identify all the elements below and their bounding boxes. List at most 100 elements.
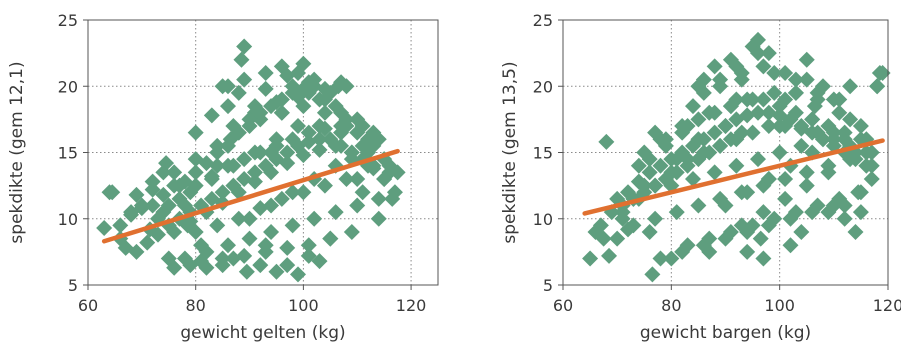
scatter-point [166, 259, 183, 276]
scatter-point [652, 250, 669, 267]
scatter-point [690, 111, 707, 128]
scatter-point [214, 250, 231, 267]
scatter-point [668, 204, 685, 221]
scatter-point [370, 210, 387, 227]
y-tick-label: 5 [543, 276, 553, 295]
scatter-point [236, 151, 253, 168]
scatter-point [595, 230, 612, 247]
scatter-point [246, 164, 263, 181]
scatter-point [279, 144, 296, 161]
scatter-point [370, 190, 387, 207]
scatter-point [123, 206, 140, 223]
x-tick-label: 120 [873, 296, 901, 315]
scatter-point [647, 210, 664, 227]
scatter-point [771, 144, 788, 161]
scatter-point [279, 257, 296, 274]
scatter-point [685, 137, 701, 154]
scatter-point [139, 234, 156, 251]
scatter-point [722, 224, 739, 240]
scatter-point [760, 104, 777, 121]
scatter-point [263, 224, 280, 240]
scatter-point [236, 38, 253, 55]
scatter-point [295, 184, 312, 201]
scatter-point [717, 197, 734, 214]
scatter-point [365, 124, 382, 141]
trend-line [101, 148, 400, 244]
scatter-point [777, 65, 794, 81]
scatter-point [327, 137, 344, 154]
scatter-point [236, 71, 253, 88]
scatter-point [750, 151, 766, 168]
y-axis-label: spekdikte (gem 12,1) [7, 61, 27, 243]
scatter-point [230, 210, 247, 227]
y-axis-label: spekdikte (gem 13,5) [500, 61, 520, 243]
scatter-point [225, 250, 242, 267]
scatter-point [166, 164, 183, 181]
scatter-point [641, 164, 658, 181]
scatter-point [284, 217, 301, 234]
scatter-point [836, 124, 853, 141]
scatter-point [706, 58, 723, 75]
scatter-point [809, 124, 826, 141]
scatter-point [316, 177, 333, 194]
scatter-point [263, 164, 280, 181]
scatter-point [343, 224, 360, 240]
scatter-point [155, 186, 172, 203]
scatter-point [241, 111, 258, 128]
scatter-point [644, 266, 661, 283]
scatter-point [793, 224, 810, 240]
scatter-point [193, 253, 210, 270]
x-axis-label: gewicht bargen (kg) [640, 323, 811, 343]
scatter-point [858, 157, 875, 174]
scatter-point [187, 124, 204, 141]
scatter-point [220, 137, 236, 154]
scatter-point [825, 91, 842, 108]
scatter-point [752, 230, 769, 247]
scatter-point [852, 118, 869, 134]
scatter-point [316, 80, 333, 97]
y-tick-label: 20 [58, 77, 78, 96]
scatter-point [798, 177, 815, 194]
scatter-point [220, 78, 236, 95]
scatter-point [311, 141, 328, 158]
scatter-point [685, 171, 701, 187]
scatter-point [295, 80, 312, 97]
scatter-point [863, 171, 880, 187]
scatter-point [220, 98, 236, 115]
scatter-point [133, 200, 150, 217]
scatter-point [333, 104, 350, 121]
y-tick-label: 20 [533, 77, 553, 96]
scatter-point [831, 190, 848, 207]
scatter-point [241, 210, 258, 227]
chart-gewicht-bargen: 60 80 100 120 5 10 15 20 25 gewicht bargen (kg) sp… [500, 11, 901, 343]
x-axis-label: gewicht gelten (kg) [180, 323, 345, 343]
scatter-point [230, 184, 247, 201]
scatter-point [674, 124, 691, 141]
scatter-point [674, 243, 691, 260]
scatter-point [793, 120, 810, 137]
scatter-point [663, 250, 680, 267]
scatter-point [330, 78, 347, 95]
scatter-point [252, 144, 269, 161]
scatter-point [300, 247, 317, 264]
scatter-point [257, 80, 274, 97]
scatter-point [760, 118, 777, 134]
scatter-point [327, 204, 344, 221]
scatter-point [858, 144, 875, 161]
scatter-point [836, 210, 853, 227]
scatter-point [755, 91, 772, 108]
scatter-point [257, 237, 274, 254]
scatter-point [246, 173, 263, 190]
scatter-point [750, 31, 766, 48]
scatter-point [609, 230, 626, 247]
scatter-point [96, 220, 113, 237]
x-tick-label: 100 [288, 296, 319, 315]
scatter-point [668, 164, 685, 181]
scatter-point [279, 239, 296, 256]
scatter-point [598, 133, 615, 150]
scatter-point [755, 204, 772, 221]
scatter-point [712, 71, 729, 88]
scatter-point [333, 118, 350, 134]
scatter-point [300, 133, 317, 150]
scatter-point [804, 111, 821, 128]
